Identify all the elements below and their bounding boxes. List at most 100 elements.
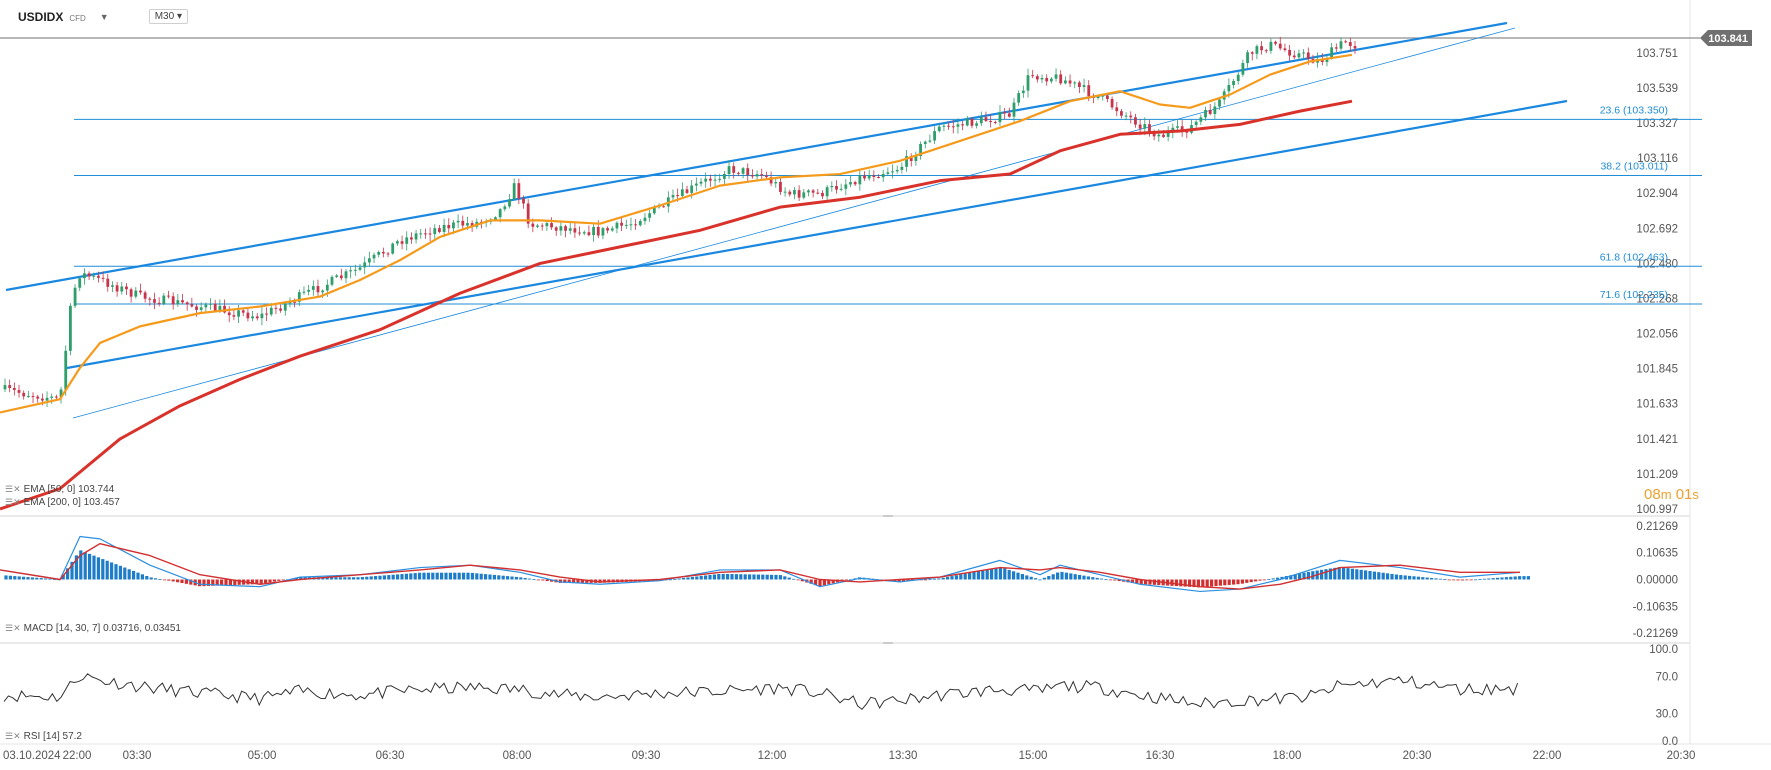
channel-upper-line [5, 21, 1508, 292]
macd-bar [1069, 573, 1073, 580]
candle-body [1134, 117, 1137, 125]
macd-bar [334, 577, 338, 580]
macd-bar [13, 576, 17, 580]
fib-level-label: 38.2 (103.011) [1600, 161, 1668, 173]
ema-slow-legend[interactable]: ☰✕ EMA [200, 0] 103.457 [5, 497, 120, 508]
macd-bar [453, 572, 457, 580]
candle-body [377, 251, 381, 255]
macd-bar [66, 568, 70, 580]
macd-bar [523, 577, 527, 580]
candle-body [498, 209, 502, 218]
macd-bar [1214, 579, 1218, 587]
macd-bar [167, 579, 171, 581]
macd-bar [818, 579, 822, 587]
macd-bar [1232, 579, 1236, 585]
candle-body [1171, 127, 1175, 132]
macd-bar [1254, 579, 1258, 582]
settings-icon[interactable]: ☰✕ [5, 497, 21, 507]
candle-body [914, 156, 918, 162]
macd-bar [220, 579, 224, 586]
macd-bar [976, 571, 980, 580]
symbol-dropdown-icon[interactable]: ▼ [99, 11, 109, 22]
macd-bar [1377, 572, 1381, 580]
candle-body [989, 120, 993, 122]
candle-body [386, 253, 390, 255]
candle-body [466, 223, 469, 226]
candle-body [129, 289, 133, 297]
macd-bar [827, 579, 831, 585]
macd-bar [343, 577, 347, 580]
macd-bar [510, 576, 514, 580]
candle-body [381, 251, 385, 254]
rsi-legend[interactable]: ☰✕ RSI [14] 57.2 [5, 731, 82, 742]
settings-icon[interactable]: ☰✕ [5, 484, 21, 494]
macd-bar [1135, 579, 1139, 584]
candle-body [1026, 75, 1030, 91]
macd-bar [206, 579, 210, 586]
macd-bar [154, 578, 158, 580]
timeframe-selector[interactable]: M30 ▾ [148, 9, 188, 24]
candle-body [321, 290, 325, 293]
candle-body [1021, 90, 1025, 94]
macd-bar [1130, 579, 1134, 583]
macd-bar [1289, 575, 1293, 580]
candle-body [470, 223, 474, 227]
macd-legend[interactable]: ☰✕ MACD [14, 30, 7] 0.03716, 0.03451 [5, 623, 181, 634]
macd-bar [1276, 577, 1280, 580]
candle-body [1232, 80, 1235, 86]
candle-body [83, 273, 86, 279]
macd-bar [123, 567, 127, 580]
macd-bar [1201, 579, 1205, 588]
candle-body [793, 190, 796, 195]
macd-bar [673, 578, 677, 580]
candle-body [1129, 115, 1133, 118]
candle-body [1269, 41, 1273, 51]
price-tick-label: 102.480 [1636, 258, 1678, 270]
candle-body [148, 298, 152, 300]
candle-body [1063, 80, 1067, 84]
macd-bar [1082, 575, 1086, 580]
macd-bar [105, 560, 109, 580]
candle-body [50, 396, 54, 398]
settings-icon[interactable]: ☰✕ [5, 731, 21, 741]
macd-bar [347, 577, 351, 580]
macd-bar [479, 573, 483, 580]
candle-body [559, 226, 563, 231]
macd-label: MACD [14, 30, 7] 0.03716, 0.03451 [23, 623, 181, 634]
settings-icon[interactable]: ☰✕ [5, 623, 21, 633]
candle-body [1218, 99, 1221, 107]
candle-body [694, 183, 698, 186]
candle-body [1054, 74, 1058, 79]
candle-body [550, 223, 553, 228]
candle-body [1264, 50, 1268, 52]
macd-bar [330, 577, 334, 580]
ema-fast-legend[interactable]: ☰✕ EMA [50, 0] 103.744 [5, 484, 114, 495]
candles-group [3, 36, 1357, 407]
candle-body [1180, 126, 1184, 131]
time-tick-label: 12:00 [758, 750, 787, 762]
candle-body [512, 183, 516, 200]
macd-bar [501, 575, 505, 580]
macd-bar [198, 579, 202, 587]
macd-bar [470, 572, 474, 580]
macd-bar [171, 579, 175, 582]
macd-bar [22, 576, 26, 580]
macd-bar [704, 575, 708, 580]
candle-countdown: 08m 01s [1644, 486, 1699, 503]
macd-bar [1491, 578, 1495, 580]
candle-body [923, 141, 927, 144]
macd-bar [1060, 571, 1064, 580]
macd-bar [140, 574, 144, 580]
macd-bar [968, 572, 972, 580]
candle-body [353, 269, 357, 271]
macd-bar [1240, 579, 1244, 584]
candle-body [979, 117, 983, 124]
macd-bar [1188, 579, 1192, 587]
macd-bar [1465, 579, 1469, 581]
macd-bar [352, 577, 356, 580]
macd-bar [809, 579, 813, 584]
macd-bar [730, 574, 734, 580]
candle-body [1040, 77, 1044, 80]
candle-body [54, 396, 58, 398]
